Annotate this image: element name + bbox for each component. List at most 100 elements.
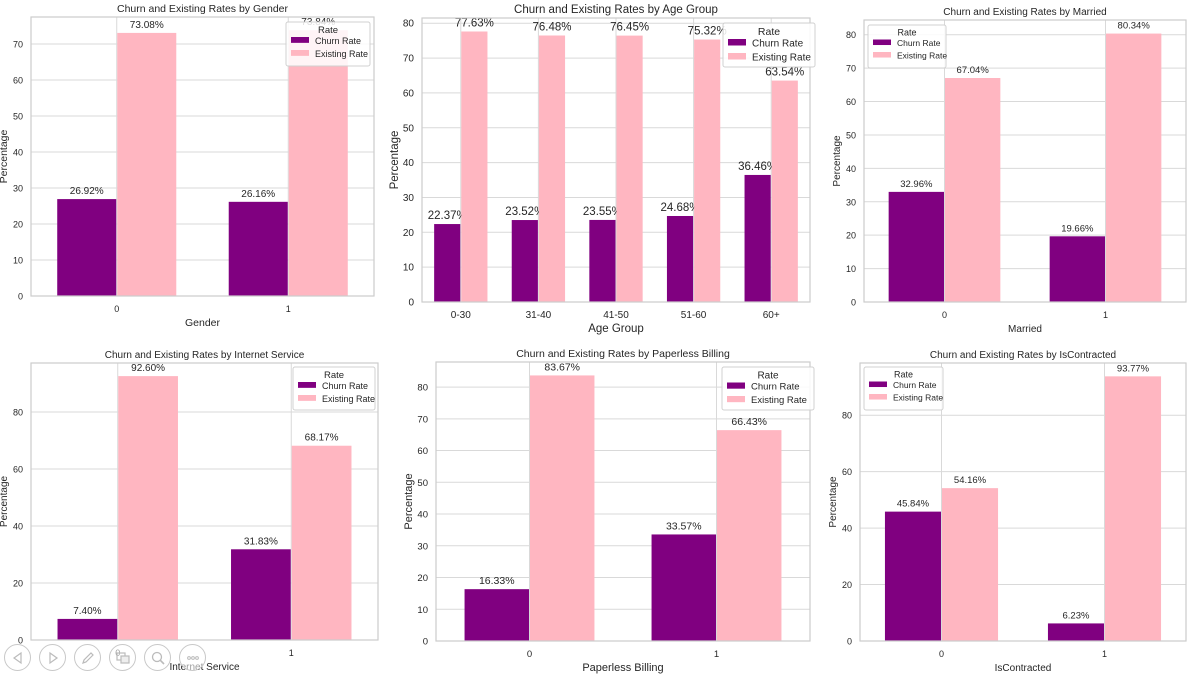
bar-value-label: 73.08% [130, 20, 164, 31]
existing-rate-bar[interactable] [771, 80, 798, 303]
bar-value-label: 32.96% [900, 179, 933, 190]
y-tick-label: 20 [403, 228, 415, 239]
legend-title: Rate [758, 26, 780, 38]
legend-swatch-existing [728, 53, 746, 60]
existing-rate-bar[interactable] [530, 375, 595, 641]
next-slide-button[interactable] [39, 644, 66, 671]
chart-title: Churn and Existing Rates by Paperless Bi… [516, 348, 730, 360]
legend-swatch-churn [298, 382, 316, 388]
existing-rate-bar[interactable] [942, 488, 999, 641]
legend-title: Rate [897, 28, 916, 38]
churn-rate-bar[interactable] [57, 199, 117, 296]
magnifier-icon [150, 650, 166, 666]
churn-rate-bar[interactable] [57, 618, 118, 640]
y-tick-label: 20 [846, 231, 856, 241]
y-tick-label: 30 [846, 197, 856, 207]
legend-label-churn: Churn Rate [322, 381, 368, 391]
y-tick-label: 30 [403, 193, 415, 204]
existing-rate-bar[interactable] [945, 78, 1001, 303]
bar-value-label: 76.45% [610, 22, 649, 34]
bar-value-label: 45.84% [897, 499, 930, 510]
x-tick-label: 0 [942, 310, 947, 320]
bar-value-label: 36.46% [738, 161, 777, 173]
y-tick-label: 80 [846, 30, 856, 40]
existing-rate-bar[interactable] [717, 430, 782, 641]
x-tick-label: 0 [527, 649, 532, 660]
legend-label-churn: Churn Rate [315, 36, 361, 46]
bar-value-label: 93.77% [1117, 363, 1150, 374]
x-tick-label: 1 [1102, 649, 1107, 659]
bar-value-label: 23.52% [505, 206, 544, 218]
legend-label-existing: Existing Rate [315, 49, 368, 59]
x-tick-label: 31-40 [526, 310, 552, 321]
y-tick-label: 80 [13, 408, 23, 418]
churn-rate-bar[interactable] [1049, 236, 1105, 302]
legend-swatch-existing [298, 395, 316, 401]
churn-rate-bar[interactable] [589, 219, 616, 302]
existing-rate-bar[interactable] [117, 32, 177, 297]
previous-slide-button[interactable] [4, 644, 31, 671]
x-axis-label: Gender [185, 317, 221, 329]
y-tick-label: 40 [403, 158, 415, 169]
churn-rate-bar[interactable] [744, 174, 771, 302]
existing-rate-bar[interactable] [288, 30, 348, 297]
chart-title: Churn and Existing Rates by Gender [117, 3, 289, 15]
bar-value-label: 22.37% [428, 210, 467, 222]
existing-rate-bar[interactable] [616, 35, 643, 303]
y-tick-label: 80 [403, 19, 415, 30]
legend-label-churn: Churn Rate [751, 382, 800, 393]
y-tick-label: 60 [13, 465, 23, 475]
existing-rate-bar[interactable] [694, 39, 721, 302]
churn-rate-bar[interactable] [888, 191, 944, 302]
existing-rate-bar[interactable] [461, 31, 488, 302]
y-axis-label: Percentage [0, 475, 10, 527]
churn-rate-bar[interactable] [511, 220, 538, 302]
existing-rate-bar[interactable] [538, 35, 566, 302]
churn-rate-bar[interactable] [1047, 623, 1104, 641]
churn-rate-bar[interactable] [464, 589, 529, 641]
y-tick-label: 20 [13, 579, 23, 589]
slides-overview-button[interactable] [109, 644, 136, 671]
legend-label-churn: Churn Rate [897, 38, 941, 48]
legend-swatch-existing [291, 50, 309, 56]
x-tick-label: 1 [289, 648, 294, 658]
y-tick-label: 30 [13, 184, 23, 194]
existing-rate-bar[interactable] [1106, 33, 1162, 303]
bar-value-label: 26.92% [70, 186, 104, 197]
y-tick-label: 20 [13, 220, 23, 230]
bar-value-label: 23.55% [583, 206, 622, 218]
x-tick-label: 1 [286, 304, 291, 314]
y-tick-label: 50 [13, 112, 23, 122]
existing-rate-bar[interactable] [291, 445, 352, 640]
churn-rate-bar[interactable] [231, 549, 291, 640]
legend-swatch-churn [873, 39, 891, 46]
zoom-button[interactable] [144, 644, 171, 671]
chart-married: 32.96%19.66%67.04%80.34%0102030405060708… [832, 7, 1187, 335]
y-tick-label: 80 [417, 383, 428, 394]
y-tick-label: 20 [417, 573, 428, 584]
bar-value-label: 6.23% [1063, 610, 1090, 621]
chart-internet-service: 7.40%31.83%92.60%68.17%02040608001Churn … [0, 350, 379, 673]
existing-rate-bar[interactable] [1105, 376, 1162, 641]
legend-label-churn: Churn Rate [893, 380, 937, 390]
churn-rate-bar[interactable] [666, 215, 694, 302]
chart-iscontracted: 45.84% 6.23% 54.16% 93.77% 0 20 40 60 80 0 1 Churn … [828, 350, 1187, 674]
churn-rate-bar[interactable] [884, 511, 941, 641]
pen-icon [80, 650, 96, 666]
pen-tool-button[interactable] [74, 644, 101, 671]
churn-rate-bar[interactable] [228, 201, 288, 296]
chart-title: Churn and Existing Rates by Internet Ser… [105, 350, 305, 361]
existing-rate-bar[interactable] [118, 376, 178, 640]
bar-value-label: 24.68% [661, 202, 700, 214]
churn-rate-bar[interactable] [434, 224, 461, 302]
churn-rate-bar[interactable] [651, 534, 716, 641]
bar-value-label: 68.17% [305, 433, 339, 444]
legend-label-existing: Existing Rate [322, 394, 375, 404]
more-options-button[interactable] [179, 644, 206, 671]
y-axis-label: Percentage [389, 131, 401, 190]
y-axis-label: Percentage [832, 135, 843, 187]
